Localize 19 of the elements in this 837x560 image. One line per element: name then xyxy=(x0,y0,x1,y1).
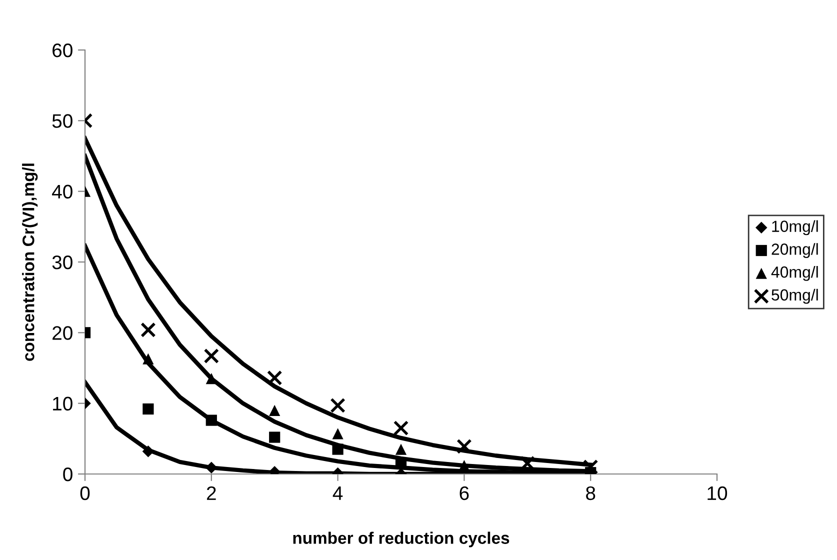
y-tick-label: 10 xyxy=(53,396,72,411)
y-tick-label: 20 xyxy=(52,326,72,340)
legend-label: 50mg/l xyxy=(772,288,818,304)
legend-label: 40mg/l xyxy=(771,266,818,281)
y-tick-label: 0 xyxy=(63,467,72,482)
x-axis-title: number of reduction cycles xyxy=(293,532,510,548)
y-tick-label: 40 xyxy=(52,184,72,199)
x-tick-label: 4 xyxy=(332,486,343,500)
legend-label: 20mg/l xyxy=(772,243,818,258)
x-tick-label: 10 xyxy=(708,486,728,500)
y-tick-label: 60 xyxy=(52,43,72,58)
y-tick-label: 30 xyxy=(52,255,72,270)
x-tick-label: 8 xyxy=(586,486,596,500)
x-tick-label: 2 xyxy=(206,486,216,500)
y-tick-label: 50 xyxy=(52,114,72,128)
x-tick-label: 6 xyxy=(460,486,469,500)
x-tick-label: 0 xyxy=(80,486,90,500)
y-axis-title: concentration Cr(VI),mg/l xyxy=(22,164,38,361)
legend-label: 10mg/l xyxy=(772,220,818,236)
